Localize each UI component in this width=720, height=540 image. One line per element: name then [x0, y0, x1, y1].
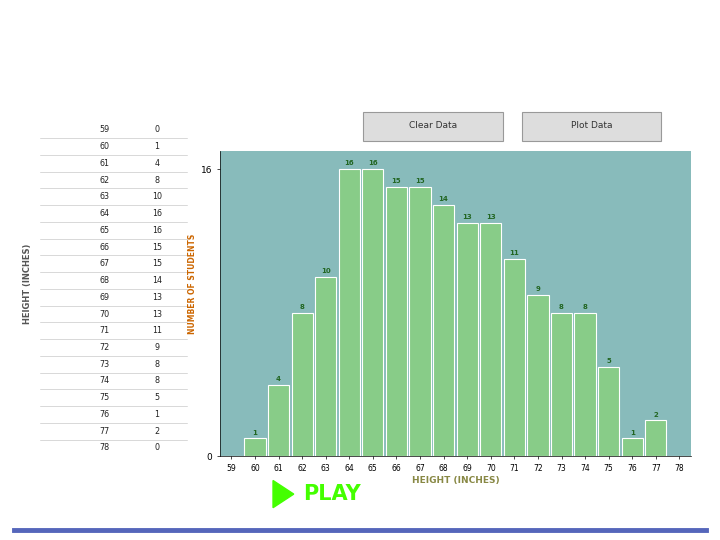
Text: 61: 61: [99, 159, 109, 168]
Text: 15: 15: [152, 242, 162, 252]
Bar: [527, 295, 549, 456]
Text: 64: 64: [99, 209, 109, 218]
Text: 13: 13: [152, 293, 162, 302]
Text: 60: 60: [99, 142, 109, 151]
Text: PLAY: PLAY: [303, 484, 361, 504]
Text: 15: 15: [415, 178, 425, 184]
Text: 63: 63: [99, 192, 109, 201]
Bar: [338, 169, 360, 456]
Text: 72: 72: [99, 343, 109, 352]
Text: 76: 76: [99, 410, 109, 419]
Text: Clear Data: Clear Data: [409, 121, 457, 130]
Text: 1: 1: [155, 410, 159, 419]
X-axis label: HEIGHT (INCHES): HEIGHT (INCHES): [412, 476, 499, 485]
Text: 5: 5: [606, 358, 611, 364]
Bar: [598, 367, 619, 456]
Text: 66: 66: [99, 242, 109, 252]
Text: 11: 11: [152, 326, 162, 335]
Text: 8: 8: [582, 304, 588, 310]
Bar: [410, 187, 431, 456]
Text: 14: 14: [152, 276, 162, 285]
Text: 8: 8: [155, 360, 159, 369]
Text: 8: 8: [559, 304, 564, 310]
Text: 62: 62: [99, 176, 109, 185]
Text: 1: 1: [155, 142, 159, 151]
Text: 69: 69: [99, 293, 109, 302]
Bar: [480, 223, 501, 456]
Text: 74: 74: [99, 376, 109, 386]
Text: 5: 5: [154, 393, 160, 402]
Text: 10: 10: [321, 268, 330, 274]
Text: 75: 75: [99, 393, 109, 402]
Text: 0: 0: [155, 125, 159, 134]
Text: 8: 8: [155, 176, 159, 185]
Text: 73: 73: [99, 360, 109, 369]
Text: 15: 15: [152, 259, 162, 268]
Bar: [433, 205, 454, 456]
Text: 13: 13: [462, 214, 472, 220]
Bar: [292, 313, 312, 456]
Bar: [315, 277, 336, 456]
Bar: [362, 169, 384, 456]
Text: 70: 70: [99, 309, 109, 319]
Text: 0: 0: [155, 443, 159, 453]
Bar: [244, 438, 266, 456]
Bar: [621, 438, 643, 456]
Bar: [504, 259, 525, 456]
Text: 67: 67: [99, 259, 109, 268]
Text: 13: 13: [486, 214, 495, 220]
Text: 14: 14: [438, 197, 449, 202]
Text: 65: 65: [99, 226, 109, 235]
Bar: [456, 223, 478, 456]
Text: 11: 11: [510, 250, 519, 256]
Bar: [551, 313, 572, 456]
Text: 4: 4: [155, 159, 159, 168]
Text: Animation: Observing Patterns in Genetic
Traits (Continuous Variation in Height): Animation: Observing Patterns in Genetic…: [16, 19, 571, 75]
Text: 4: 4: [276, 376, 281, 382]
Text: 1: 1: [630, 430, 635, 436]
Text: 10: 10: [152, 192, 162, 201]
Bar: [386, 187, 407, 456]
Text: 16: 16: [152, 209, 162, 218]
Text: 9: 9: [536, 286, 541, 292]
Text: Plot Data: Plot Data: [570, 121, 612, 130]
Polygon shape: [273, 481, 294, 508]
Text: 59: 59: [99, 125, 109, 134]
Text: 2: 2: [154, 427, 160, 436]
Text: 16: 16: [368, 160, 378, 166]
Bar: [645, 421, 667, 456]
Text: NUMBER OF STUDENTS: NUMBER OF STUDENTS: [188, 233, 197, 334]
Text: 9: 9: [154, 343, 160, 352]
Text: 68: 68: [99, 276, 109, 285]
Bar: [268, 384, 289, 456]
Bar: [575, 313, 595, 456]
Text: 8: 8: [300, 304, 305, 310]
Text: 1: 1: [253, 430, 258, 436]
FancyBboxPatch shape: [521, 112, 661, 140]
Text: 78: 78: [99, 443, 109, 453]
Text: 71: 71: [99, 326, 109, 335]
Text: 13: 13: [152, 309, 162, 319]
Text: 77: 77: [99, 427, 109, 436]
FancyBboxPatch shape: [363, 112, 503, 140]
Text: 16: 16: [344, 160, 354, 166]
Text: 16: 16: [152, 226, 162, 235]
Text: 2: 2: [654, 411, 658, 418]
Text: 15: 15: [392, 178, 401, 184]
Text: HEIGHT (INCHES): HEIGHT (INCHES): [23, 244, 32, 323]
Text: 8: 8: [155, 376, 159, 386]
